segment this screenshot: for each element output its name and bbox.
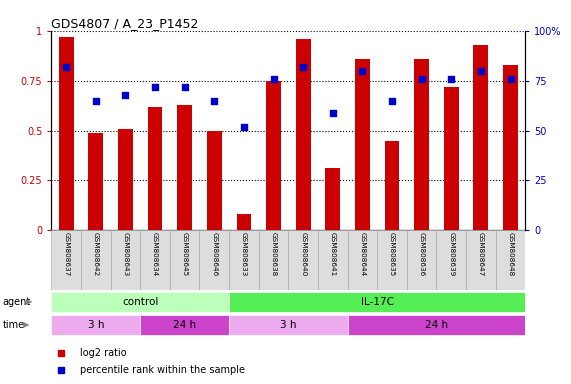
Point [388, 98, 397, 104]
Text: GSM808648: GSM808648 [508, 232, 513, 276]
Text: GSM808633: GSM808633 [241, 232, 247, 276]
Text: IL-17C: IL-17C [361, 297, 394, 307]
Text: GSM808641: GSM808641 [330, 232, 336, 276]
Point [210, 98, 219, 104]
Bar [444, 87, 459, 230]
Bar [355, 59, 370, 230]
Point [62, 64, 71, 70]
Text: 24 h: 24 h [173, 320, 196, 330]
Bar [503, 65, 518, 230]
FancyBboxPatch shape [436, 230, 466, 290]
Text: GSM808643: GSM808643 [122, 232, 128, 276]
FancyBboxPatch shape [407, 230, 436, 290]
FancyBboxPatch shape [51, 230, 81, 290]
Point [121, 91, 130, 98]
FancyBboxPatch shape [51, 292, 229, 312]
Text: GSM808645: GSM808645 [182, 232, 188, 276]
FancyBboxPatch shape [348, 230, 377, 290]
Text: GSM808647: GSM808647 [478, 232, 484, 276]
Bar [414, 59, 429, 230]
Bar [473, 45, 488, 230]
Point [269, 76, 278, 82]
FancyBboxPatch shape [288, 230, 318, 290]
Text: GDS4807 / A_23_P1452: GDS4807 / A_23_P1452 [51, 17, 199, 30]
Point [328, 109, 337, 116]
Bar [385, 141, 400, 230]
Bar [177, 104, 192, 230]
FancyBboxPatch shape [259, 230, 288, 290]
Bar [236, 214, 251, 230]
Point [91, 98, 100, 104]
Text: time: time [3, 320, 25, 330]
Text: GSM808644: GSM808644 [359, 232, 365, 276]
Bar [296, 39, 311, 230]
FancyBboxPatch shape [140, 230, 170, 290]
Text: GSM808636: GSM808636 [419, 232, 425, 276]
Text: GSM808638: GSM808638 [271, 232, 276, 276]
Text: GSM808640: GSM808640 [300, 232, 306, 276]
Text: GSM808634: GSM808634 [152, 232, 158, 276]
FancyBboxPatch shape [229, 292, 525, 312]
Bar [266, 81, 281, 230]
FancyBboxPatch shape [111, 230, 140, 290]
Bar [325, 169, 340, 230]
FancyBboxPatch shape [377, 230, 407, 290]
Bar [59, 37, 74, 230]
FancyBboxPatch shape [348, 315, 525, 335]
Point [358, 68, 367, 74]
Point [506, 76, 515, 82]
FancyBboxPatch shape [318, 230, 348, 290]
Text: GSM808637: GSM808637 [63, 232, 69, 276]
Text: ▶: ▶ [26, 297, 33, 306]
Point [151, 84, 160, 90]
Bar [148, 107, 163, 230]
FancyBboxPatch shape [51, 315, 140, 335]
Text: GSM808642: GSM808642 [93, 232, 99, 276]
Text: GSM808635: GSM808635 [389, 232, 395, 276]
Text: log2 ratio: log2 ratio [80, 348, 126, 358]
FancyBboxPatch shape [81, 230, 111, 290]
Text: percentile rank within the sample: percentile rank within the sample [80, 365, 245, 375]
FancyBboxPatch shape [229, 315, 348, 335]
Text: agent: agent [3, 297, 31, 307]
Text: GSM808646: GSM808646 [211, 232, 218, 276]
Text: GSM808639: GSM808639 [448, 232, 455, 276]
Bar [89, 132, 103, 230]
Point [476, 68, 485, 74]
Point [299, 64, 308, 70]
FancyBboxPatch shape [466, 230, 496, 290]
Point [417, 76, 426, 82]
FancyBboxPatch shape [140, 315, 229, 335]
Text: 24 h: 24 h [425, 320, 448, 330]
FancyBboxPatch shape [199, 230, 229, 290]
Bar [207, 131, 222, 230]
Point [180, 84, 189, 90]
Bar [118, 129, 133, 230]
Text: control: control [122, 297, 158, 307]
Text: 3 h: 3 h [280, 320, 296, 330]
Text: 3 h: 3 h [87, 320, 104, 330]
FancyBboxPatch shape [496, 230, 525, 290]
Point [447, 76, 456, 82]
FancyBboxPatch shape [170, 230, 199, 290]
FancyBboxPatch shape [229, 230, 259, 290]
Text: ▶: ▶ [23, 320, 29, 329]
Point [239, 124, 248, 130]
